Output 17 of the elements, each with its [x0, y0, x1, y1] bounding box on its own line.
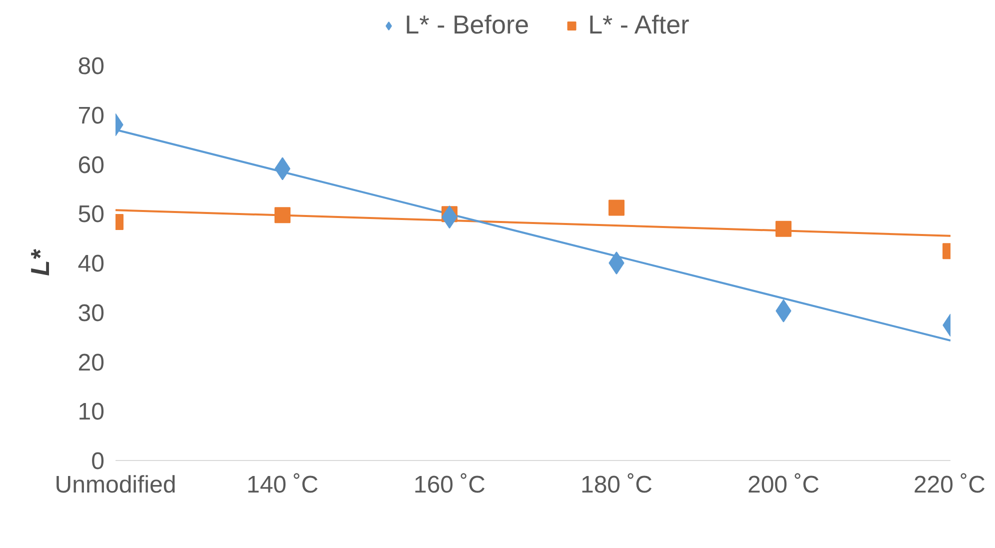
legend-label: L* - After: [588, 10, 690, 40]
x-tick-label: 140 ˚C: [246, 472, 319, 498]
y-tick-label: 10: [78, 398, 105, 426]
x-tick-label: 180 ˚C: [580, 472, 653, 498]
x-tick-label: 200 ˚C: [747, 472, 820, 498]
legend-label: L* - Before: [404, 10, 530, 40]
y-tick-label: 80: [78, 53, 105, 80]
y-axis-title: L*: [24, 248, 55, 276]
y-tick-label: 70: [78, 102, 105, 130]
y-tick-label: 40: [78, 250, 105, 278]
y-tick-label: 30: [78, 300, 105, 327]
x-tick-label: 220 ˚C: [913, 472, 986, 498]
x-tick-label: 160 ˚C: [413, 472, 486, 498]
point: [608, 200, 624, 216]
y-tick-label: 50: [78, 201, 105, 228]
y-tick-label: 60: [78, 152, 105, 179]
y-tick-label: 20: [78, 349, 105, 376]
